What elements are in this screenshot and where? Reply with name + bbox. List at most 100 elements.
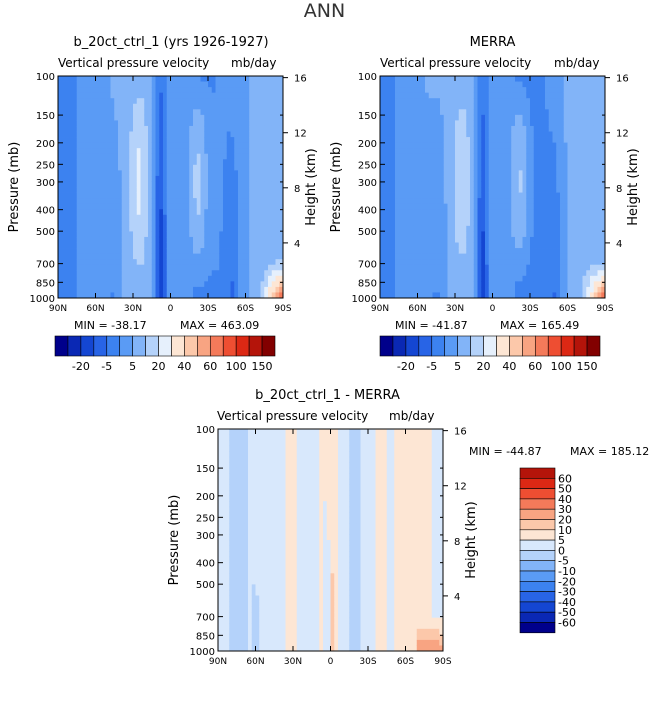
field-cell [451, 132, 455, 138]
field-cell [84, 281, 88, 287]
field-cell [395, 226, 399, 232]
field-cell [171, 226, 175, 232]
field-cell [137, 98, 141, 104]
field-cell [276, 170, 280, 176]
field-cell [395, 109, 399, 115]
field-cell [242, 187, 246, 193]
field-cell [526, 265, 530, 271]
field-cell [568, 115, 572, 121]
field-cell [545, 254, 549, 260]
field-cell [88, 143, 92, 149]
field-cell [126, 104, 130, 110]
field-cell [212, 215, 216, 221]
field-cell [418, 109, 422, 115]
field-cell [436, 148, 440, 154]
field-cell [257, 270, 261, 276]
field-cell [73, 193, 77, 199]
field-cell [556, 120, 560, 126]
field-cell [425, 170, 429, 176]
field-cell [81, 226, 85, 232]
field-cell [122, 220, 126, 226]
field-cell [92, 181, 96, 187]
field-cell [598, 193, 602, 199]
field-cell [478, 276, 482, 282]
field-cell [242, 176, 246, 182]
field-cell [276, 93, 280, 99]
field-cell [489, 104, 493, 110]
field-cell [133, 231, 137, 237]
field-cell [436, 104, 440, 110]
field-cell [189, 93, 193, 99]
field-cell [242, 243, 246, 249]
field-cell [388, 165, 392, 171]
field-cell [219, 76, 223, 82]
field-cell [268, 231, 272, 237]
field-cell [440, 243, 444, 249]
field-cell [156, 276, 160, 282]
field-cell [118, 93, 122, 99]
field-cell [219, 193, 223, 199]
field-cell [433, 204, 437, 210]
field-cell [201, 265, 205, 271]
field-cell [478, 259, 482, 265]
field-cell [69, 243, 73, 249]
field-cell [556, 215, 560, 221]
field-cell [541, 109, 545, 115]
field-cell [508, 287, 512, 293]
field-cell [549, 187, 553, 193]
field-cell [556, 248, 560, 254]
field-cell [171, 181, 175, 187]
field-cell [470, 132, 474, 138]
field-cell [268, 120, 272, 126]
field-cell [380, 98, 384, 104]
field-cell [406, 104, 410, 110]
field-cell [388, 198, 392, 204]
field-cell [268, 104, 272, 110]
field-cell [69, 265, 73, 271]
field-cell [598, 137, 602, 143]
field-cell [246, 154, 250, 160]
field-cell [148, 226, 152, 232]
field-cell [227, 287, 231, 293]
field-cell [107, 93, 111, 99]
field-cell [69, 237, 73, 243]
field-cell [493, 254, 497, 260]
field-cell [410, 176, 414, 182]
field-cell [399, 143, 403, 149]
field-cell [231, 220, 235, 226]
field-cell [242, 132, 246, 138]
field-cell [594, 143, 598, 149]
field-cell [568, 132, 572, 138]
field-cell [549, 287, 553, 293]
field-cell [171, 281, 175, 287]
field-cell [174, 132, 178, 138]
field-cell [92, 98, 96, 104]
field-cell [511, 259, 515, 265]
field-cell [62, 237, 66, 243]
field-cell [201, 237, 205, 243]
field-cell [560, 254, 564, 260]
field-cell [219, 98, 223, 104]
field-cell [204, 170, 208, 176]
field-cell [466, 281, 470, 287]
field-cell [223, 215, 227, 221]
field-cell [159, 87, 163, 93]
field-cell [96, 198, 100, 204]
field-cell [137, 281, 141, 287]
field-cell [590, 120, 594, 126]
field-cell [107, 148, 111, 154]
field-cell [69, 181, 73, 187]
field-cell [58, 270, 62, 276]
field-cell [92, 120, 96, 126]
y-tick-label: 250 [358, 160, 377, 171]
field-cell [62, 137, 66, 143]
field-cell [88, 176, 92, 182]
field-cell [137, 87, 141, 93]
field-cell [598, 87, 602, 93]
field-cell [470, 148, 474, 154]
field-cell [568, 265, 572, 271]
field-cell [598, 126, 602, 132]
field-cell [133, 165, 137, 171]
field-cell [429, 148, 433, 154]
field-cell [242, 198, 246, 204]
